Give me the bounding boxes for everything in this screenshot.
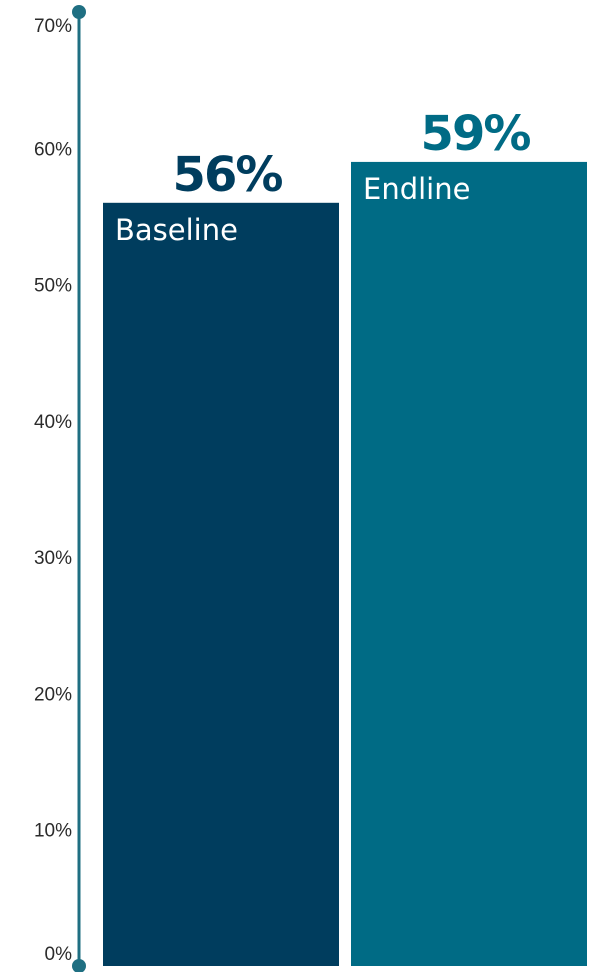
y-tick-label: 10% <box>34 821 72 842</box>
y-tick-label: 60% <box>34 139 72 160</box>
y-tick-label: 40% <box>34 412 72 433</box>
y-tick-label: 70% <box>34 16 72 37</box>
bar-value-label: 59% <box>421 106 531 162</box>
y-tick-label: 30% <box>34 548 72 569</box>
y-tick-label: 20% <box>34 684 72 705</box>
y-axis-bottom-cap <box>72 959 86 972</box>
bar-baseline <box>103 202 339 967</box>
bar-endline <box>351 161 587 966</box>
y-axis <box>72 5 86 972</box>
y-tick-label: 50% <box>34 276 72 297</box>
y-axis-ticks: 0% 10% 20% 30% 40% 50% 60% 70% <box>34 16 72 965</box>
y-tick-label: 0% <box>45 944 73 965</box>
bars: Baseline 56% Endline 59% <box>103 106 587 967</box>
y-axis-top-cap <box>72 5 86 19</box>
bar-value-label: 56% <box>173 147 283 203</box>
bar-category-label: Baseline <box>115 213 238 247</box>
bar-category-label: Endline <box>363 172 470 206</box>
